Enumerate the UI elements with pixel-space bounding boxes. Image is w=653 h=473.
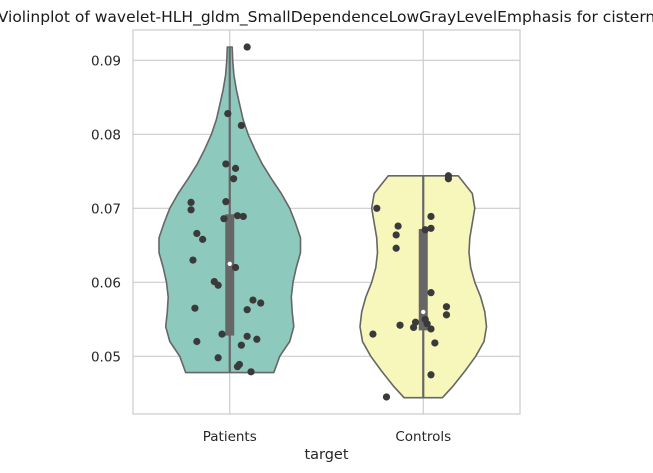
violins xyxy=(158,43,488,401)
data-point xyxy=(427,371,435,379)
data-point xyxy=(421,226,429,234)
data-point xyxy=(431,339,439,347)
data-point xyxy=(243,43,251,51)
data-point xyxy=(442,311,451,319)
data-point xyxy=(193,229,201,238)
violin-controls xyxy=(359,172,488,401)
data-point xyxy=(369,330,377,338)
data-point xyxy=(187,198,195,206)
plot-frame xyxy=(132,29,521,415)
data-point xyxy=(392,231,400,239)
data-point xyxy=(218,330,226,338)
data-point xyxy=(214,354,222,362)
y-tick-label: 0.08 xyxy=(91,127,121,143)
data-point xyxy=(214,281,222,289)
data-point xyxy=(444,175,453,183)
data-point xyxy=(199,235,207,243)
data-point xyxy=(191,304,199,312)
data-point xyxy=(427,289,435,297)
data-point xyxy=(187,206,195,214)
data-point xyxy=(222,160,230,168)
data-point xyxy=(247,368,255,376)
y-tick-label: 0.07 xyxy=(91,201,121,217)
x-axis-label: target xyxy=(304,447,348,463)
data-point xyxy=(230,175,238,183)
data-point xyxy=(193,337,201,346)
data-point xyxy=(233,212,242,220)
data-point xyxy=(243,306,251,314)
x-tick-label: Patients xyxy=(203,429,257,445)
data-point xyxy=(257,299,265,307)
data-point xyxy=(233,363,242,371)
data-point xyxy=(253,335,261,343)
data-point xyxy=(409,323,418,332)
violin-patients xyxy=(158,43,302,376)
data-point xyxy=(392,244,400,252)
data-point xyxy=(231,164,240,172)
y-tick-label: 0.09 xyxy=(91,53,121,69)
data-point xyxy=(427,224,435,232)
data-point xyxy=(239,212,247,221)
data-point xyxy=(220,215,228,223)
data-point xyxy=(427,325,435,333)
x-tick-label: Controls xyxy=(395,429,451,445)
data-point xyxy=(237,341,245,349)
data-point xyxy=(396,321,404,329)
tick-labels: 0.05 0.06 0.07 0.08 0.09 Patients Controls xyxy=(91,53,451,445)
data-point xyxy=(224,110,232,118)
data-point xyxy=(382,393,391,401)
data-point xyxy=(423,320,431,328)
data-point xyxy=(249,296,257,304)
data-point xyxy=(231,263,240,272)
data-point xyxy=(373,204,381,212)
data-point xyxy=(189,256,197,264)
median-marker xyxy=(227,261,232,267)
chart-title: Violinplot of wavelet-HLH_gldm_SmallDepe… xyxy=(0,8,653,27)
data-point xyxy=(427,212,435,221)
data-point xyxy=(394,222,402,230)
y-tick-label: 0.06 xyxy=(91,275,121,291)
iqr-box xyxy=(418,229,428,331)
data-point xyxy=(442,303,451,311)
data-point xyxy=(237,121,245,130)
iqr-box xyxy=(225,214,235,336)
median-marker xyxy=(421,309,426,315)
data-point xyxy=(243,332,251,340)
y-tick-label: 0.05 xyxy=(91,349,121,365)
data-point xyxy=(222,198,230,206)
